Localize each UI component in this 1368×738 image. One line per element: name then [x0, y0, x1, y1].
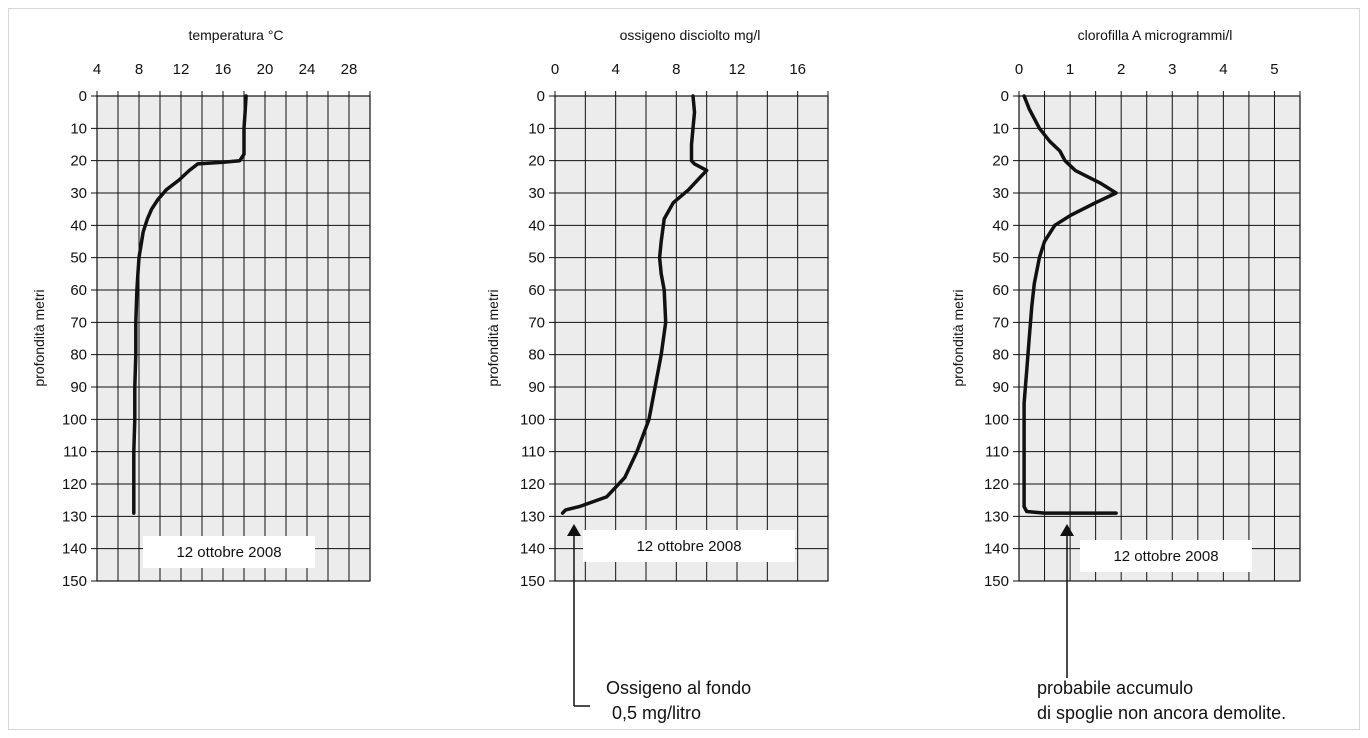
x-tick-label: 16 — [215, 61, 232, 78]
y-tick-label: 130 — [520, 508, 545, 525]
chart-title: ossigeno disciolto mg/l — [620, 27, 761, 43]
y-tick-label: 110 — [63, 444, 87, 461]
x-tick-label: 12 — [173, 61, 190, 78]
annotation-line-2: 0,5 mg/litro — [612, 703, 701, 723]
y-tick-label: 0 — [79, 88, 87, 105]
figure-frame — [8, 8, 1360, 730]
annotation-line-2: di spoglie non ancora demolite. — [1037, 703, 1286, 723]
y-tick-label: 120 — [62, 476, 87, 493]
x-tick-label: 5 — [1270, 61, 1278, 78]
y-tick-label: 60 — [992, 282, 1009, 299]
x-tick-label: 0 — [551, 61, 559, 78]
y-tick-label: 40 — [70, 217, 87, 234]
chart-title: temperatura °C — [188, 27, 283, 43]
annotation-line-1: probabile accumulo — [1037, 678, 1193, 698]
x-tick-label: 20 — [257, 61, 274, 78]
y-tick-label: 50 — [70, 250, 87, 267]
y-axis-label: profondità metri — [485, 289, 501, 386]
y-tick-label: 10 — [992, 120, 1009, 137]
y-tick-label: 90 — [992, 379, 1009, 396]
y-tick-label: 30 — [70, 185, 87, 202]
y-tick-label: 130 — [984, 508, 1009, 525]
y-tick-label: 80 — [992, 347, 1009, 364]
date-box — [1080, 540, 1252, 572]
y-tick-label: 60 — [70, 282, 87, 299]
date-label: 12 ottobre 2008 — [176, 544, 281, 561]
profile-line — [1022, 94, 1118, 515]
y-tick-label: 40 — [992, 217, 1009, 234]
y-tick-label: 90 — [528, 379, 545, 396]
date-box — [143, 536, 315, 568]
y-tick-label: 100 — [984, 411, 1009, 428]
y-tick-label: 30 — [528, 185, 545, 202]
y-tick-label: 150 — [520, 573, 545, 590]
y-tick-label: 140 — [984, 541, 1009, 558]
y-tick-label: 20 — [528, 153, 545, 170]
chlorophyll-annotation: probabile accumulo di spoglie non ancora… — [1037, 524, 1286, 723]
y-tick-label: 80 — [528, 347, 545, 364]
y-tick-label: 120 — [984, 476, 1009, 493]
y-tick-label: 20 — [992, 153, 1009, 170]
y-tick-label: 70 — [528, 314, 545, 331]
chart-title: clorofilla A microgrammi/l — [1078, 27, 1233, 43]
x-tick-label: 1 — [1066, 61, 1074, 78]
x-tick-label: 0 — [1015, 61, 1023, 78]
chlorophyll-chart: clorofilla A microgrammi/l profondità me… — [950, 27, 1301, 590]
y-tick-label: 70 — [992, 314, 1009, 331]
y-tick-label: 20 — [70, 153, 87, 170]
y-tick-label: 100 — [520, 411, 545, 428]
date-label: 12 ottobre 2008 — [636, 538, 741, 555]
x-tick-label: 4 — [1219, 61, 1227, 78]
y-tick-label: 10 — [70, 120, 87, 137]
y-tick-label: 120 — [520, 476, 545, 493]
y-tick-label: 80 — [70, 347, 87, 364]
plot-area — [96, 95, 371, 582]
y-tick-label: 30 — [992, 185, 1009, 202]
y-tick-label: 100 — [62, 411, 87, 428]
y-tick-label: 10 — [528, 120, 545, 137]
y-tick-label: 50 — [992, 250, 1009, 267]
y-tick-label: 110 — [521, 444, 545, 461]
oxygen-annotation: Ossigeno al fondo 0,5 mg/litro — [567, 524, 751, 723]
y-tick-label: 150 — [62, 573, 87, 590]
x-tick-label: 8 — [135, 61, 143, 78]
y-tick-label: 0 — [537, 88, 545, 105]
x-tick-label: 2 — [1117, 61, 1125, 78]
temperature-chart: temperatura °C profondità metri 4 8 12 16 20… — [31, 27, 371, 590]
y-tick-label: 150 — [984, 573, 1009, 590]
x-tick-label: 16 — [789, 61, 806, 78]
oxygen-chart: ossigeno disciolto mg/l profondità metri… — [485, 27, 829, 590]
x-tick-label: 8 — [672, 61, 680, 78]
y-tick-label: 90 — [70, 379, 87, 396]
arrowhead-icon — [1060, 524, 1074, 536]
y-axis-label: profondità metri — [31, 289, 47, 386]
y-axis-label: profondità metri — [950, 289, 966, 386]
y-tick-label: 130 — [62, 508, 87, 525]
plot-area — [554, 95, 829, 582]
profile-line — [132, 94, 248, 515]
x-tick-label: 24 — [299, 61, 316, 78]
y-tick-label: 140 — [62, 541, 87, 558]
y-tick-label: 0 — [1001, 88, 1009, 105]
x-tick-label: 3 — [1168, 61, 1176, 78]
y-tick-label: 50 — [528, 250, 545, 267]
plot-area — [1018, 95, 1301, 582]
date-box — [583, 530, 795, 562]
annotation-line-1: Ossigeno al fondo — [606, 678, 751, 698]
x-tick-label: 12 — [729, 61, 746, 78]
y-tick-label: 70 — [70, 314, 87, 331]
y-tick-label: 110 — [985, 444, 1009, 461]
y-tick-label: 40 — [528, 217, 545, 234]
x-tick-label: 4 — [93, 61, 101, 78]
x-tick-label: 28 — [341, 61, 358, 78]
y-tick-label: 140 — [520, 541, 545, 558]
profile-line — [560, 94, 709, 515]
arrowhead-icon — [567, 524, 581, 536]
y-tick-label: 60 — [528, 282, 545, 299]
date-label: 12 ottobre 2008 — [1113, 548, 1218, 565]
x-tick-label: 4 — [611, 61, 619, 78]
